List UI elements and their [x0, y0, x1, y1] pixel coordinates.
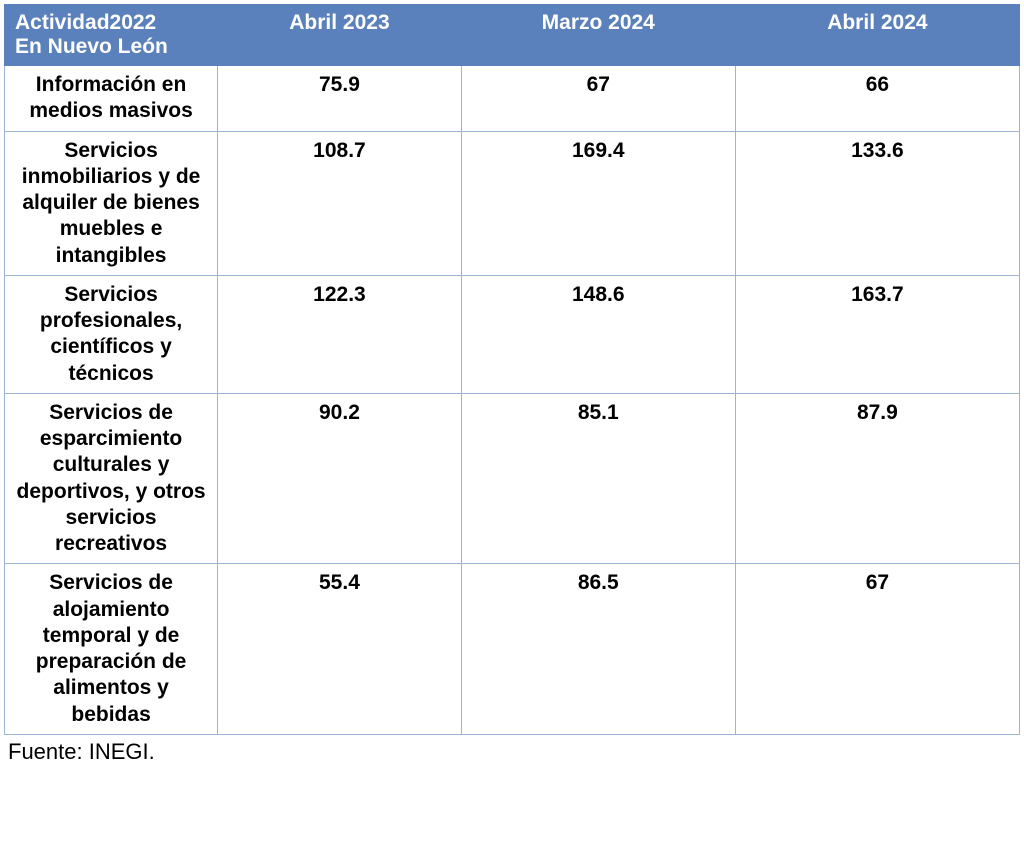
- activity-table: Actividad2022 En Nuevo León Abril 2023 M…: [4, 4, 1020, 735]
- col-header-activity-line1: Actividad2022: [15, 11, 156, 34]
- cell-value: 90.2: [218, 393, 462, 564]
- cell-value: 55.4: [218, 564, 462, 735]
- row-label: Servicios profesionales, científicos y t…: [5, 275, 218, 393]
- col-header-activity: Actividad2022 En Nuevo León: [5, 5, 218, 66]
- table-header-row: Actividad2022 En Nuevo León Abril 2023 M…: [5, 5, 1020, 66]
- cell-value: 85.1: [461, 393, 735, 564]
- cell-value: 133.6: [735, 131, 1019, 275]
- cell-value: 67: [461, 66, 735, 132]
- row-label: Servicios inmobiliarios y de alquiler de…: [5, 131, 218, 275]
- cell-value: 86.5: [461, 564, 735, 735]
- cell-value: 169.4: [461, 131, 735, 275]
- col-header-marzo-2024: Marzo 2024: [461, 5, 735, 66]
- table-body: Información en medios masivos 75.9 67 66…: [5, 66, 1020, 735]
- cell-value: 108.7: [218, 131, 462, 275]
- col-header-activity-line2: En Nuevo León: [15, 35, 168, 59]
- cell-value: 122.3: [218, 275, 462, 393]
- table-header: Actividad2022 En Nuevo León Abril 2023 M…: [5, 5, 1020, 66]
- table-row: Información en medios masivos 75.9 67 66: [5, 66, 1020, 132]
- table-row: Servicios de alojamiento temporal y de p…: [5, 564, 1020, 735]
- row-label: Servicios de esparcimiento culturales y …: [5, 393, 218, 564]
- cell-value: 67: [735, 564, 1019, 735]
- source-text: Fuente: INEGI.: [4, 735, 1020, 765]
- table-row: Servicios profesionales, científicos y t…: [5, 275, 1020, 393]
- row-label: Información en medios masivos: [5, 66, 218, 132]
- cell-value: 66: [735, 66, 1019, 132]
- cell-value: 163.7: [735, 275, 1019, 393]
- table-row: Servicios de esparcimiento culturales y …: [5, 393, 1020, 564]
- col-header-abril-2023: Abril 2023: [218, 5, 462, 66]
- col-header-abril-2024: Abril 2024: [735, 5, 1019, 66]
- row-label: Servicios de alojamiento temporal y de p…: [5, 564, 218, 735]
- cell-value: 87.9: [735, 393, 1019, 564]
- table-row: Servicios inmobiliarios y de alquiler de…: [5, 131, 1020, 275]
- cell-value: 75.9: [218, 66, 462, 132]
- cell-value: 148.6: [461, 275, 735, 393]
